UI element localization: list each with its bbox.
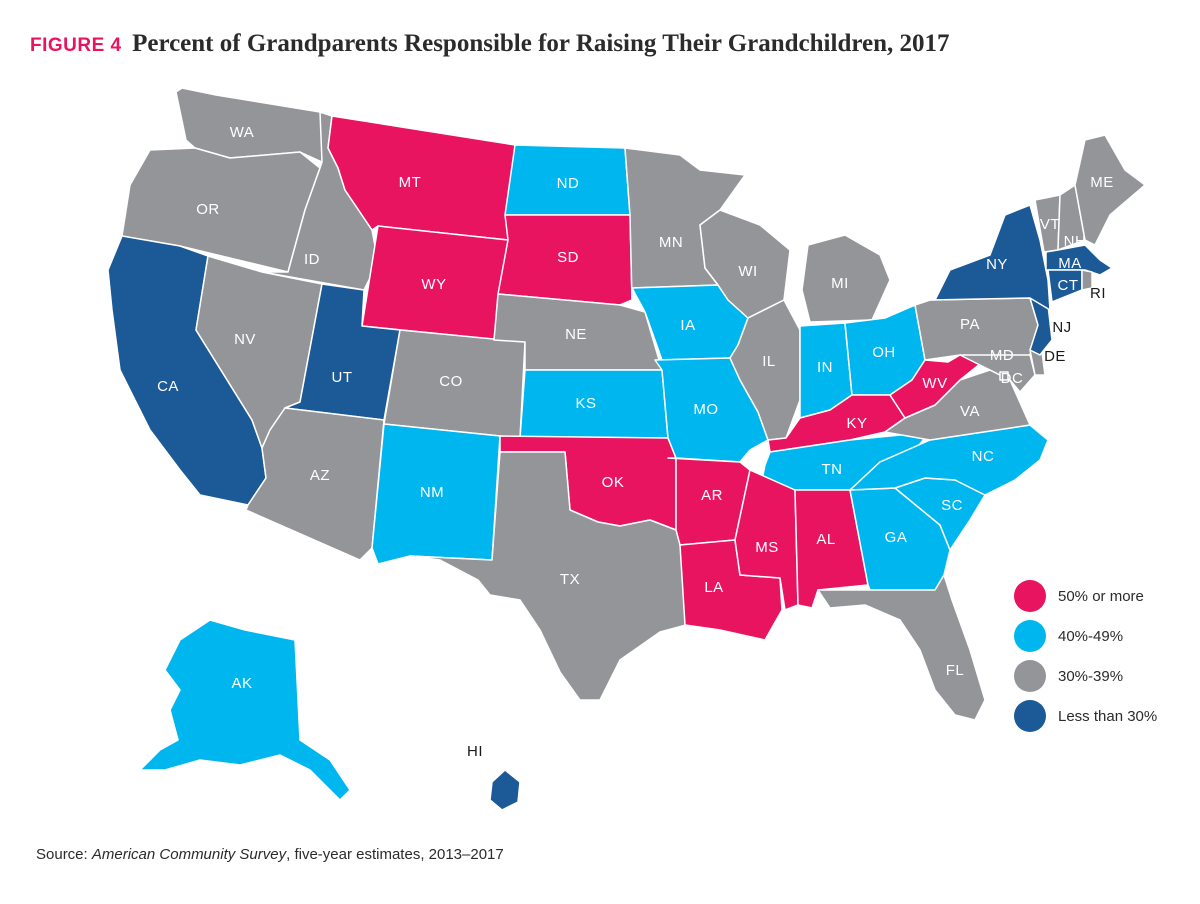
state-label-ma: MA	[1058, 255, 1082, 272]
legend: 50% or more 40%-49% 30%-39% Less than 30…	[1014, 576, 1157, 736]
state-label-in: IN	[817, 359, 833, 376]
state-label-az: AZ	[310, 467, 330, 484]
state-label-ks: KS	[575, 395, 596, 412]
state-label-nj: NJ	[1052, 319, 1071, 336]
state-label-wi: WI	[738, 263, 757, 280]
state-label-nc: NC	[972, 448, 995, 465]
state-label-ut: UT	[332, 369, 353, 386]
state-hi	[489, 769, 521, 811]
state-label-hi: HI	[467, 743, 483, 760]
source-prefix: Source:	[36, 846, 92, 863]
state-label-mn: MN	[659, 234, 683, 251]
state-label-nh: NH	[1064, 233, 1087, 250]
state-label-fl: FL	[946, 662, 965, 679]
source-note: Source: American Community Survey, five-…	[36, 846, 504, 863]
source-name: American Community Survey	[91, 846, 287, 863]
state-label-pa: PA	[960, 316, 980, 333]
state-me	[1074, 134, 1146, 246]
legend-label: Less than 30%	[1058, 707, 1158, 725]
legend-swatch-under-30	[1014, 700, 1046, 732]
state-label-ri: RI	[1090, 285, 1106, 302]
state-label-ky: KY	[846, 415, 867, 432]
state-label-tx: TX	[560, 571, 580, 588]
state-label-wy: WY	[421, 276, 446, 293]
state-label-ms: MS	[755, 539, 779, 556]
state-ri	[1081, 269, 1093, 291]
legend-label: 40%-49%	[1058, 627, 1124, 645]
state-fl	[817, 574, 986, 721]
state-label-ca: CA	[157, 378, 179, 395]
legend-item-under-30: Less than 30%	[1014, 696, 1157, 736]
figure-number: FIGURE 4	[30, 35, 122, 56]
source-suffix: , five-year estimates, 2013–2017	[286, 846, 504, 863]
state-label-il: IL	[762, 353, 776, 370]
state-label-md: MD	[990, 347, 1014, 364]
state-label-oh: OH	[872, 344, 896, 361]
legend-item-40-49: 40%-49%	[1014, 616, 1157, 656]
state-label-de: DE	[1044, 348, 1066, 365]
state-label-wv: WV	[922, 375, 947, 392]
state-label-dc: DC	[1001, 370, 1024, 387]
state-label-nd: ND	[557, 175, 580, 192]
state-label-ok: OK	[602, 474, 625, 491]
legend-item-30-39: 30%-39%	[1014, 656, 1157, 696]
state-label-nm: NM	[420, 484, 444, 501]
state-label-mt: MT	[399, 174, 422, 191]
legend-item-50-plus: 50% or more	[1014, 576, 1157, 616]
state-label-ct: CT	[1058, 277, 1079, 294]
state-label-ny: NY	[986, 256, 1008, 273]
state-dc	[999, 371, 1009, 381]
state-label-ak: AK	[231, 675, 252, 692]
legend-swatch-30-39	[1014, 660, 1046, 692]
state-label-me: ME	[1090, 174, 1114, 191]
state-label-sc: SC	[941, 497, 963, 514]
states-layer	[107, 87, 1146, 811]
state-label-vt: VT	[1040, 216, 1060, 233]
state-ak	[139, 619, 351, 801]
state-label-or: OR	[196, 201, 220, 218]
legend-swatch-50-plus	[1014, 580, 1046, 612]
state-label-co: CO	[439, 373, 463, 390]
legend-label: 50% or more	[1058, 587, 1144, 605]
state-label-id: ID	[304, 251, 320, 268]
figure-title-text: Percent of Grandparents Responsible for …	[132, 30, 950, 57]
labels-layer: WA OR CA ID NV MT WY UT AZ CO NM ND SD NE KS OK TX MN IA MO…	[157, 124, 1114, 760]
state-tx	[409, 451, 687, 701]
state-label-mo: MO	[693, 401, 718, 418]
state-label-tn: TN	[822, 461, 843, 478]
state-label-ar: AR	[701, 487, 723, 504]
state-label-mi: MI	[831, 275, 849, 292]
state-label-ga: GA	[885, 529, 908, 546]
state-ny	[929, 204, 1051, 311]
legend-label: 30%-39%	[1058, 667, 1124, 685]
state-label-ne: NE	[565, 326, 587, 343]
state-label-sd: SD	[557, 249, 579, 266]
state-label-wa: WA	[230, 124, 255, 141]
state-label-al: AL	[816, 531, 835, 548]
legend-swatch-40-49	[1014, 620, 1046, 652]
figure-title: FIGURE 4 Percent of Grandparents Respons…	[30, 30, 950, 58]
state-md	[959, 354, 1036, 393]
state-wv	[889, 354, 986, 419]
state-mi	[801, 234, 891, 323]
state-label-va: VA	[960, 403, 980, 420]
state-label-ia: IA	[680, 317, 695, 334]
state-label-nv: NV	[234, 331, 256, 348]
state-label-la: LA	[704, 579, 723, 596]
